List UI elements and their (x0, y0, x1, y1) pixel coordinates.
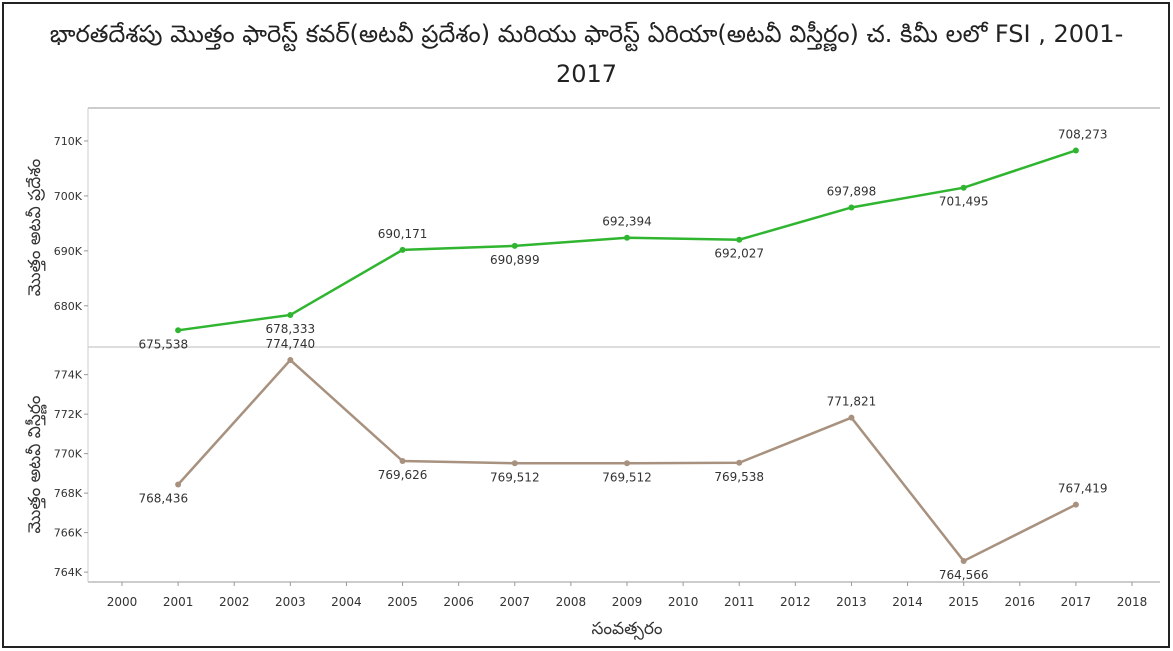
y-tick-label: 700K (54, 190, 83, 203)
y-axis-label: మొత్తం అటవీ విస్తీర్ణం (25, 395, 47, 533)
x-tick-label: 2017 (1061, 595, 1092, 609)
chart-title: భారతదేశపు మొత్తం ఫారెస్ట్ కవర్(అటవీ ప్రద… (49, 20, 1124, 88)
data-label: 675,538 (138, 337, 188, 351)
x-tick-label: 2013 (836, 595, 867, 609)
data-label: 701,495 (939, 195, 989, 209)
point (1072, 501, 1079, 508)
point (399, 458, 406, 465)
x-tick-label: 2018 (1117, 595, 1148, 609)
x-tick-label: 2009 (612, 595, 643, 609)
data-label: 769,626 (378, 468, 428, 482)
data-label: 769,538 (714, 470, 764, 484)
point (624, 234, 630, 241)
y-tick-label: 774K (54, 369, 83, 382)
point (511, 460, 518, 467)
data-label: 768,436 (138, 492, 188, 506)
point (287, 357, 294, 364)
x-tick-label: 2010 (668, 595, 699, 609)
point (175, 481, 182, 488)
x-tick-label: 2005 (387, 595, 418, 609)
x-axis-label: సంవత్సరం (591, 619, 662, 640)
point (399, 246, 406, 253)
x-tick-label: 2016 (1005, 595, 1036, 609)
x-tick-label: 2006 (443, 595, 474, 609)
x-tick-label: 2004 (331, 595, 362, 609)
point (287, 311, 294, 318)
x-tick-label: 2008 (556, 595, 587, 609)
data-label: 690,171 (378, 227, 428, 241)
point (848, 204, 855, 211)
x-tick-label: 2012 (780, 595, 811, 609)
x-tick-label: 2007 (500, 595, 531, 609)
x-tick-label: 2014 (892, 595, 923, 609)
data-label: 769,512 (602, 470, 652, 484)
point (736, 459, 743, 466)
y-tick-label: 680K (54, 300, 83, 313)
x-tick-label: 2002 (219, 595, 250, 609)
data-label: 692,394 (602, 215, 652, 229)
point (624, 460, 630, 467)
x-tick-label: 2001 (163, 595, 194, 609)
x-tick-label: 2011 (724, 595, 755, 609)
y-tick-label: 766K (54, 527, 83, 540)
data-label: 769,512 (490, 470, 540, 484)
data-label: 764,566 (939, 568, 989, 582)
point (511, 242, 518, 249)
y-tick-label: 690K (54, 245, 83, 258)
x-tick-label: 2000 (107, 595, 138, 609)
data-label: 697,898 (827, 184, 877, 198)
point (848, 414, 855, 421)
y-tick-label: 764K (54, 566, 83, 579)
point (736, 236, 743, 243)
data-label: 774,740 (266, 337, 316, 351)
data-label: 690,899 (490, 253, 540, 267)
y-tick-label: 710K (54, 135, 83, 148)
point (1072, 147, 1079, 154)
y-axis-label: మొత్తం అటవీ ప్రదేశం (25, 158, 46, 296)
point (175, 327, 182, 334)
x-tick-label: 2015 (948, 595, 979, 609)
data-label: 678,333 (266, 322, 316, 336)
y-tick-label: 770K (54, 448, 83, 461)
data-label: 771,821 (827, 395, 877, 409)
point (960, 184, 967, 191)
data-label: 708,273 (1058, 127, 1108, 141)
y-tick-label: 772K (54, 408, 83, 421)
point (960, 557, 967, 564)
y-tick-label: 768K (54, 487, 83, 500)
x-tick-label: 2003 (275, 595, 306, 609)
data-label: 767,419 (1058, 482, 1108, 496)
data-label: 692,027 (714, 247, 764, 261)
